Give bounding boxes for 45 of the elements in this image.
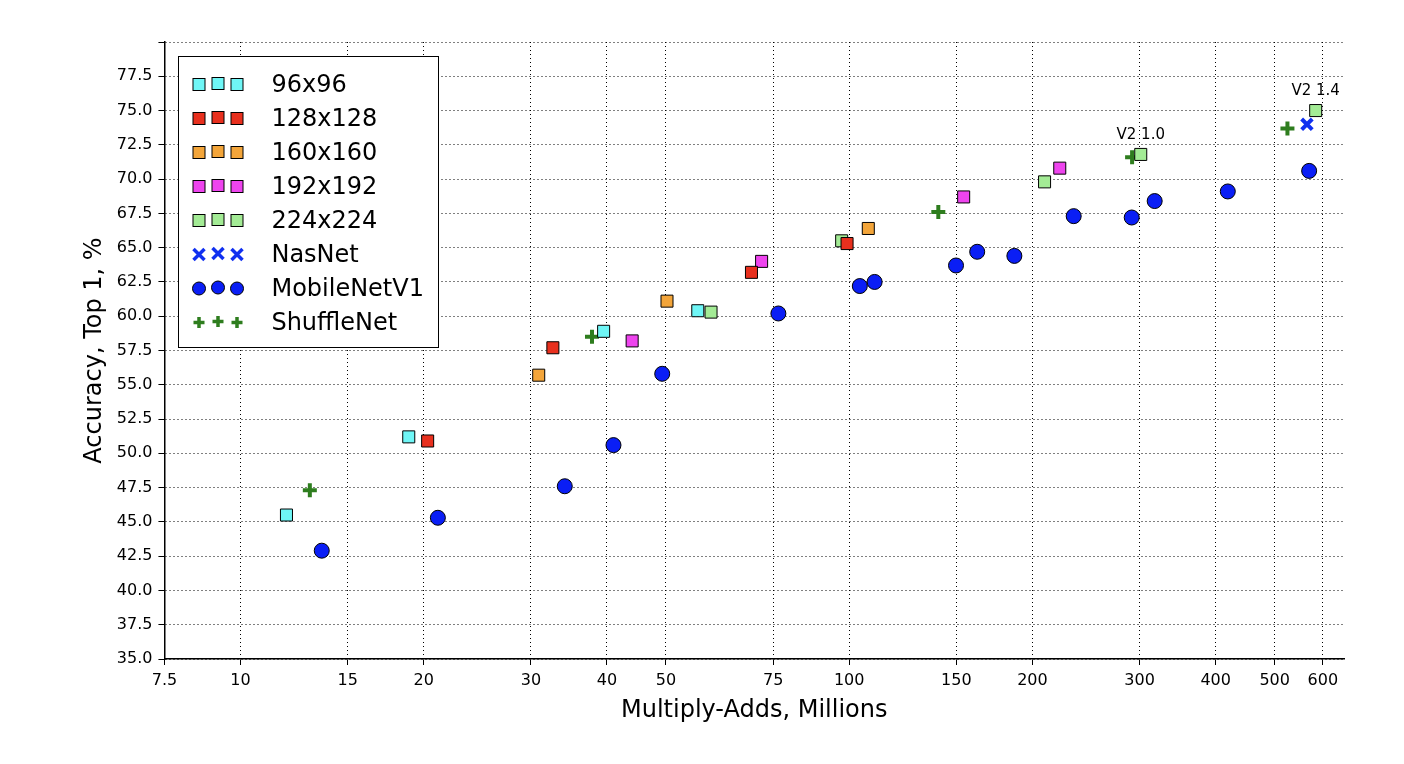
- y-tick-label: 42.5: [116, 545, 153, 565]
- x-tick-label: 40: [596, 669, 618, 689]
- x-tick-label: 400: [1200, 669, 1231, 689]
- x-tick-label: 20: [413, 669, 434, 689]
- legend-label: 128x128: [271, 104, 378, 132]
- y-tick-label: 67.5: [116, 202, 153, 222]
- y-tick-label: 65.0: [116, 236, 153, 256]
- y-axis-title: Accuracy, Top 1, %: [78, 237, 107, 464]
- legend-label: 160x160: [271, 138, 378, 166]
- annotation: V2 1.4: [1291, 80, 1340, 99]
- x-tick-label: 200: [1017, 669, 1048, 689]
- legend-label: 192x192: [271, 172, 378, 200]
- x-tick-label: 500: [1259, 669, 1290, 689]
- x-tick-label: 100: [833, 669, 865, 689]
- annotation: V2 1.0: [1116, 124, 1165, 143]
- legend-label: NasNet: [271, 240, 359, 268]
- x-tick-label: 150: [941, 669, 972, 689]
- y-tick-label: 72.5: [116, 133, 153, 153]
- y-tick-label: 55.0: [116, 373, 153, 393]
- x-tick-label: 300: [1124, 669, 1155, 689]
- y-tick-label: 70.0: [116, 168, 153, 188]
- x-tick-label: 50: [655, 669, 677, 689]
- y-tick-label: 77.5: [116, 65, 153, 85]
- y-tick-label: 75.0: [116, 99, 153, 119]
- y-tick-label: 60.0: [116, 305, 153, 325]
- x-tick-label: 7.5: [151, 669, 178, 689]
- y-tick-label: 45.0: [116, 511, 153, 531]
- legend-label: ShuffleNet: [271, 308, 398, 336]
- y-tick-label: 52.5: [116, 408, 153, 428]
- y-tick-label: 37.5: [116, 613, 153, 633]
- y-tick-label: 35.0: [116, 648, 153, 668]
- x-tick-label: 30: [520, 669, 542, 689]
- x-axis-title: Multiply-Adds, Millions: [620, 694, 888, 723]
- y-tick-label: 40.0: [116, 579, 153, 599]
- x-tick-label: 75: [762, 669, 784, 689]
- legend-label: 224x224: [271, 206, 378, 234]
- x-tick-label: 15: [337, 669, 358, 689]
- y-tick-label: 47.5: [116, 476, 153, 496]
- legend-label: 96x96: [271, 70, 347, 98]
- y-tick-label: 50.0: [116, 442, 153, 462]
- x-tick-label: 10: [230, 669, 251, 689]
- x-tick-label: 600: [1307, 669, 1339, 689]
- legend-label: MobileNetV1: [271, 274, 424, 302]
- y-tick-label: 57.5: [116, 339, 153, 359]
- y-tick-label: 62.5: [116, 271, 153, 291]
